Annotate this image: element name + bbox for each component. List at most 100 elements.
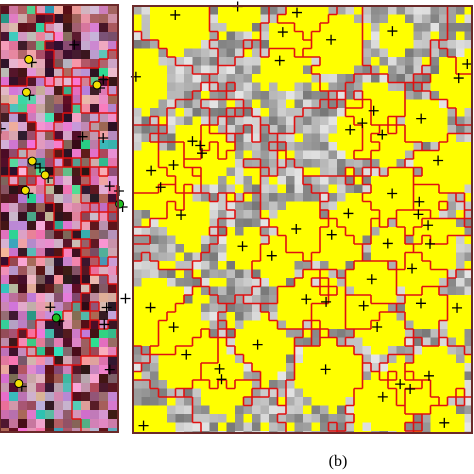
pixel (9, 5, 18, 14)
pixel (439, 65, 448, 74)
pixel (184, 227, 193, 236)
pixel (286, 269, 295, 278)
pixel (303, 193, 312, 202)
pixel (277, 295, 286, 304)
pixel (456, 159, 465, 168)
pixel (388, 278, 397, 287)
pixel (379, 150, 388, 159)
pixel (243, 91, 252, 100)
pixel (184, 414, 193, 423)
pixel (133, 218, 142, 227)
pixel (413, 184, 422, 193)
pixel (379, 23, 388, 32)
pixel (81, 32, 90, 41)
pixel (108, 104, 117, 113)
pixel (303, 159, 312, 168)
center-cross (138, 420, 149, 431)
pixel (320, 159, 329, 168)
pixel (18, 284, 27, 293)
pixel (439, 244, 448, 253)
pixel (320, 397, 329, 406)
pixel (464, 133, 472, 142)
pixel (150, 82, 159, 91)
pixel (72, 248, 81, 257)
pixel (252, 363, 261, 372)
pixel (405, 235, 414, 244)
pixel (90, 374, 99, 383)
pixel (252, 244, 261, 253)
pixel (405, 295, 414, 304)
pixel (269, 176, 278, 185)
pixel (337, 176, 346, 185)
pixel (36, 347, 45, 356)
pixel (54, 122, 63, 131)
pixel (226, 159, 235, 168)
pixel (388, 142, 397, 151)
pixel (0, 32, 9, 41)
pixel (133, 82, 142, 91)
pixel (464, 303, 472, 312)
pixel (108, 239, 117, 248)
pixel (362, 65, 371, 74)
pixel (354, 235, 363, 244)
pixel (72, 428, 81, 432)
pixel (63, 23, 72, 32)
pixel (167, 82, 176, 91)
pixel (243, 82, 252, 91)
marker-dot (14, 379, 24, 389)
pixel (175, 278, 184, 287)
pixel (158, 397, 167, 406)
pixel (303, 337, 312, 346)
pixel (430, 184, 439, 193)
pixel (269, 193, 278, 202)
pixel (209, 337, 218, 346)
pixel (439, 116, 448, 125)
pixel (320, 354, 329, 363)
pixel (90, 356, 99, 365)
pixel (54, 419, 63, 428)
pixel (345, 201, 354, 210)
pixel (439, 14, 448, 23)
pixel (235, 397, 244, 406)
pixel (235, 23, 244, 32)
pixel (320, 405, 329, 414)
pixel (328, 23, 337, 32)
pixel (133, 99, 142, 108)
pixel (133, 210, 142, 219)
pixel (81, 230, 90, 239)
pixel (18, 383, 27, 392)
pixel (201, 167, 210, 176)
pixel (286, 133, 295, 142)
pixel (337, 184, 346, 193)
pixel (108, 320, 117, 329)
center-cross (377, 391, 388, 402)
pixel (9, 131, 18, 140)
pixel (362, 414, 371, 423)
pixel (72, 329, 81, 338)
pixel (362, 269, 371, 278)
pixel (9, 329, 18, 338)
pixel (201, 65, 210, 74)
pixel (243, 380, 252, 389)
pixel (235, 278, 244, 287)
pixel (158, 422, 167, 431)
pixel (201, 422, 210, 431)
pixel (184, 388, 193, 397)
pixel (108, 401, 117, 410)
pixel (405, 57, 414, 66)
pixel (371, 108, 380, 117)
pixel (439, 99, 448, 108)
pixel (277, 286, 286, 295)
pixel (201, 354, 210, 363)
pixel (18, 50, 27, 59)
pixel (192, 244, 201, 253)
pixel (108, 338, 117, 347)
pixel (277, 312, 286, 321)
pixel (99, 95, 108, 104)
pixel (243, 235, 252, 244)
pixel (36, 392, 45, 401)
pixel (320, 6, 329, 15)
pixel (72, 104, 81, 113)
pixel (303, 31, 312, 40)
pixel (158, 405, 167, 414)
